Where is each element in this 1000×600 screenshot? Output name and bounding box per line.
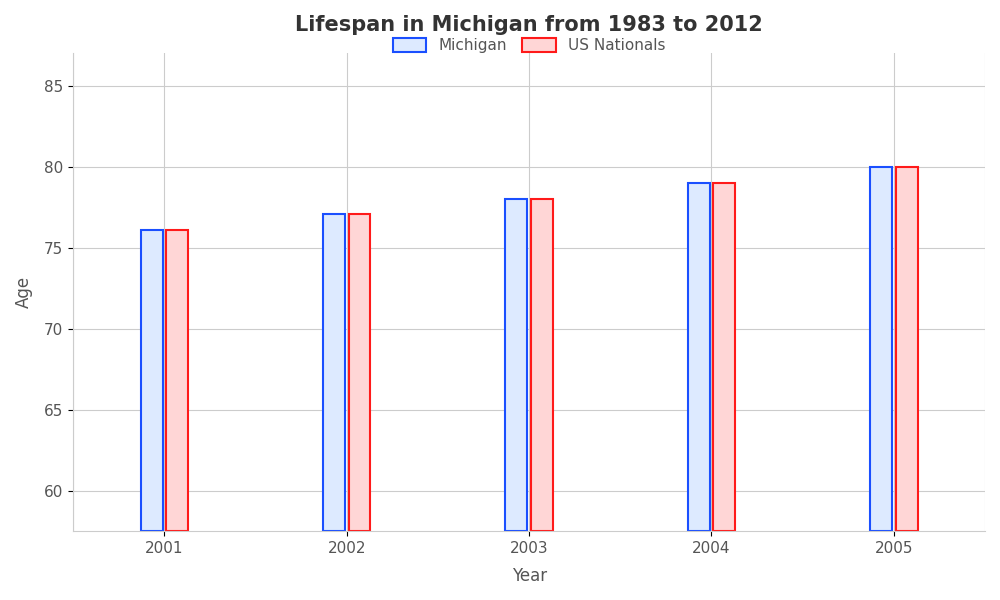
Bar (166, 230, 188, 531)
X-axis label: Year: Year (512, 567, 547, 585)
Title: Lifespan in Michigan from 1983 to 2012: Lifespan in Michigan from 1983 to 2012 (295, 15, 763, 35)
Bar (870, 167, 892, 531)
Y-axis label: Age: Age (15, 276, 33, 308)
Bar (531, 199, 553, 531)
Bar (896, 167, 918, 531)
Bar (688, 183, 710, 531)
Bar (713, 183, 735, 531)
Bar (141, 230, 163, 531)
Bar (505, 199, 527, 531)
Bar (349, 214, 370, 531)
Bar (323, 214, 345, 531)
Legend: Michigan, US Nationals: Michigan, US Nationals (387, 32, 672, 59)
